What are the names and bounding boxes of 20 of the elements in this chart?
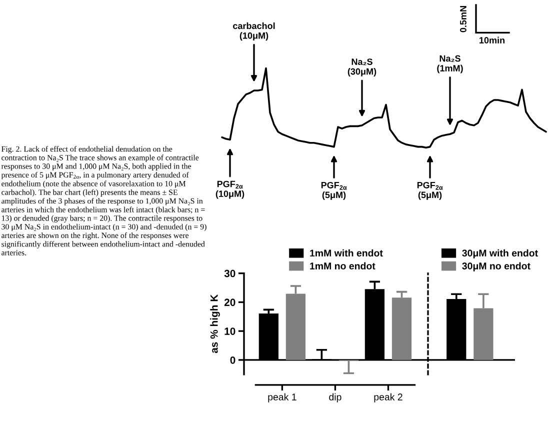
x-tick-label: peak 2 xyxy=(374,393,402,402)
legend-label: 30μM with endot xyxy=(462,249,538,258)
x-tick-label: dip xyxy=(329,393,342,402)
annotation: Na₂S (1mM) xyxy=(437,55,463,74)
x-tick-label: peak 1 xyxy=(268,393,296,402)
annotation: Na₂S (30μM) xyxy=(348,58,376,76)
y-axis-title: as % high K xyxy=(210,294,220,354)
text: PGF$_{2α}$ (5μM) xyxy=(417,182,443,200)
text: carbachol (10μM) xyxy=(233,22,275,41)
legend-label: 1mM no endot xyxy=(310,262,376,270)
y-tick-label: 30 xyxy=(224,270,236,278)
y-tick-label: 10 xyxy=(224,328,236,335)
legend-label: 30μM no endot xyxy=(462,262,530,272)
y-tick-label: 20 xyxy=(224,298,236,306)
y-tick-label: 0 xyxy=(230,356,236,364)
text: 0.5mN xyxy=(460,6,466,32)
text: PGF$_{2α}$ (5μM) xyxy=(321,182,347,200)
legend-label: 1mM with endot xyxy=(310,249,383,257)
text: PGF$_{2α}$ (10μM) xyxy=(216,180,244,199)
text: 10min xyxy=(480,36,504,44)
